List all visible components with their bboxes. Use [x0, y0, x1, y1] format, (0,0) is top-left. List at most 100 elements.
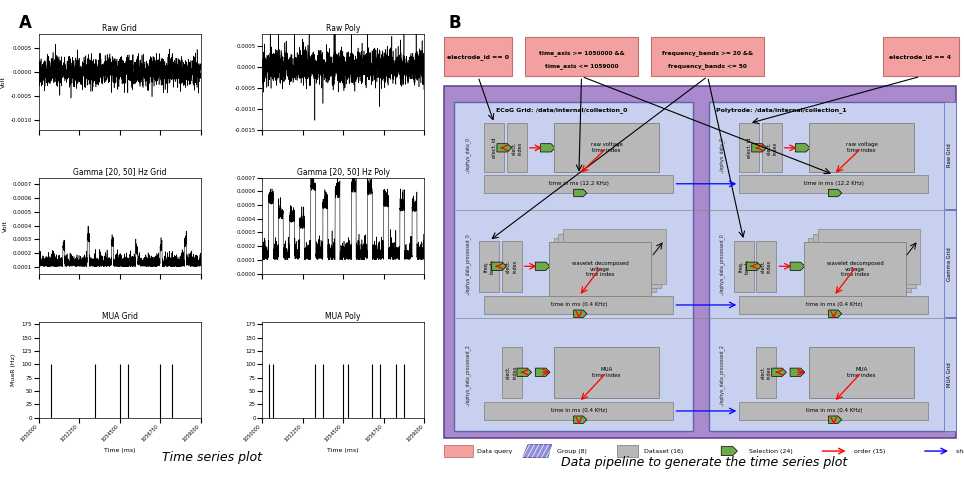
- Text: time in ms (12.2 KHz): time in ms (12.2 KHz): [804, 181, 864, 186]
- Polygon shape: [828, 310, 842, 317]
- Text: time_axis <= 1059000: time_axis <= 1059000: [545, 63, 618, 69]
- Text: Data pipeline to generate the time series plot: Data pipeline to generate the time serie…: [561, 456, 846, 468]
- Y-axis label: MuaR (Hz): MuaR (Hz): [12, 353, 16, 386]
- Polygon shape: [828, 416, 842, 423]
- Text: ECoG Grid: /data/internal/collection_0: ECoG Grid: /data/internal/collection_0: [496, 107, 628, 113]
- Text: elect.
index: elect. index: [506, 365, 517, 379]
- Text: MUA Grid: MUA Grid: [948, 362, 952, 387]
- FancyBboxPatch shape: [563, 229, 665, 284]
- FancyBboxPatch shape: [734, 241, 754, 292]
- Polygon shape: [522, 444, 551, 457]
- Text: A: A: [19, 14, 32, 33]
- Polygon shape: [492, 262, 506, 270]
- Text: time in ms (0.4 KHz): time in ms (0.4 KHz): [806, 408, 862, 413]
- FancyBboxPatch shape: [484, 296, 674, 314]
- Text: MUA
time index: MUA time index: [847, 367, 876, 378]
- Polygon shape: [574, 189, 587, 197]
- FancyBboxPatch shape: [484, 402, 674, 420]
- Polygon shape: [535, 368, 550, 376]
- Polygon shape: [828, 189, 842, 197]
- Text: elect.
index: elect. index: [761, 365, 772, 379]
- Text: ../ephys_data_processed_0: ../ephys_data_processed_0: [465, 233, 470, 295]
- FancyBboxPatch shape: [501, 347, 522, 397]
- Text: elect.
index: elect. index: [506, 260, 517, 273]
- FancyBboxPatch shape: [484, 123, 504, 172]
- Text: electrode_id == 0: electrode_id == 0: [447, 54, 509, 60]
- FancyBboxPatch shape: [817, 229, 921, 284]
- Text: Dataset (16): Dataset (16): [644, 449, 683, 455]
- FancyBboxPatch shape: [814, 234, 916, 288]
- FancyBboxPatch shape: [809, 123, 914, 172]
- X-axis label: Time (ms): Time (ms): [328, 448, 359, 454]
- FancyBboxPatch shape: [944, 318, 956, 431]
- FancyBboxPatch shape: [944, 102, 956, 209]
- FancyBboxPatch shape: [554, 123, 659, 172]
- Text: order (15): order (15): [854, 449, 885, 455]
- Text: Polytrode: /data/internal/collection_1: Polytrode: /data/internal/collection_1: [716, 107, 846, 113]
- Title: Gamma [20, 50] Hz Poly: Gamma [20, 50] Hz Poly: [297, 168, 389, 177]
- FancyBboxPatch shape: [454, 102, 693, 431]
- FancyBboxPatch shape: [739, 402, 928, 420]
- Polygon shape: [517, 368, 531, 376]
- Text: ../ephys_data_0: ../ephys_data_0: [465, 137, 470, 173]
- Polygon shape: [541, 144, 555, 152]
- FancyBboxPatch shape: [558, 234, 661, 288]
- Text: Selection (24): Selection (24): [749, 449, 792, 455]
- Text: raw voltage
time index: raw voltage time index: [845, 142, 877, 153]
- Text: ../ephys_data_processed_0: ../ephys_data_processed_0: [718, 233, 724, 295]
- FancyBboxPatch shape: [443, 444, 472, 457]
- Y-axis label: Volt: Volt: [3, 220, 8, 231]
- Y-axis label: Volt: Volt: [1, 76, 6, 87]
- Text: frequency_bands >= 20 &&: frequency_bands >= 20 &&: [662, 50, 753, 56]
- Text: elect. id: elect. id: [747, 138, 752, 158]
- FancyBboxPatch shape: [443, 85, 956, 438]
- FancyBboxPatch shape: [501, 241, 522, 292]
- Title: Gamma [20, 50] Hz Grid: Gamma [20, 50] Hz Grid: [73, 168, 167, 177]
- FancyBboxPatch shape: [652, 37, 764, 76]
- FancyBboxPatch shape: [944, 210, 956, 317]
- FancyBboxPatch shape: [757, 241, 776, 292]
- Text: elect.
index: elect. index: [512, 141, 522, 155]
- Polygon shape: [496, 144, 512, 152]
- Title: Raw Poly: Raw Poly: [326, 24, 361, 33]
- Text: Gamma Grid: Gamma Grid: [948, 247, 952, 281]
- Title: Raw Grid: Raw Grid: [102, 24, 137, 33]
- Text: Raw Grid: Raw Grid: [948, 144, 952, 168]
- Text: B: B: [448, 14, 461, 33]
- Text: elect.
index: elect. index: [766, 141, 777, 155]
- FancyBboxPatch shape: [710, 102, 949, 431]
- FancyBboxPatch shape: [525, 37, 638, 76]
- Text: elect.
index: elect. index: [761, 260, 772, 273]
- Text: Group (8): Group (8): [557, 449, 587, 455]
- Polygon shape: [574, 416, 587, 423]
- FancyBboxPatch shape: [507, 123, 527, 172]
- X-axis label: Time (ms): Time (ms): [104, 448, 135, 454]
- FancyBboxPatch shape: [757, 347, 776, 397]
- FancyBboxPatch shape: [739, 123, 759, 172]
- FancyBboxPatch shape: [809, 238, 911, 292]
- Text: Data query: Data query: [477, 449, 513, 455]
- FancyBboxPatch shape: [549, 242, 652, 296]
- FancyBboxPatch shape: [804, 242, 906, 296]
- FancyBboxPatch shape: [617, 444, 638, 457]
- Title: MUA Grid: MUA Grid: [101, 312, 138, 321]
- Text: time_axis >= 1050000 &&: time_axis >= 1050000 &&: [539, 50, 625, 56]
- FancyBboxPatch shape: [809, 347, 914, 397]
- FancyBboxPatch shape: [479, 241, 499, 292]
- Text: time in ms (12.2 KHz): time in ms (12.2 KHz): [549, 181, 609, 186]
- Text: raw voltage
time index: raw voltage time index: [591, 142, 623, 153]
- Text: ../ephys_data_processed_2: ../ephys_data_processed_2: [718, 344, 724, 406]
- Text: time in ms (0.4 KHz): time in ms (0.4 KHz): [550, 302, 607, 308]
- Polygon shape: [535, 262, 550, 270]
- Text: ../ephys_data_0: ../ephys_data_0: [718, 137, 724, 173]
- Polygon shape: [721, 446, 737, 456]
- Text: ../ephys_data_processed_2: ../ephys_data_processed_2: [465, 344, 470, 406]
- Text: wavelet decomposed
voltage
time index: wavelet decomposed voltage time index: [572, 261, 629, 277]
- FancyBboxPatch shape: [554, 347, 659, 397]
- FancyBboxPatch shape: [739, 175, 928, 193]
- FancyBboxPatch shape: [883, 37, 959, 76]
- FancyBboxPatch shape: [443, 37, 512, 76]
- Text: Time series plot: Time series plot: [162, 451, 262, 464]
- Title: MUA Poly: MUA Poly: [326, 312, 361, 321]
- Polygon shape: [772, 368, 787, 376]
